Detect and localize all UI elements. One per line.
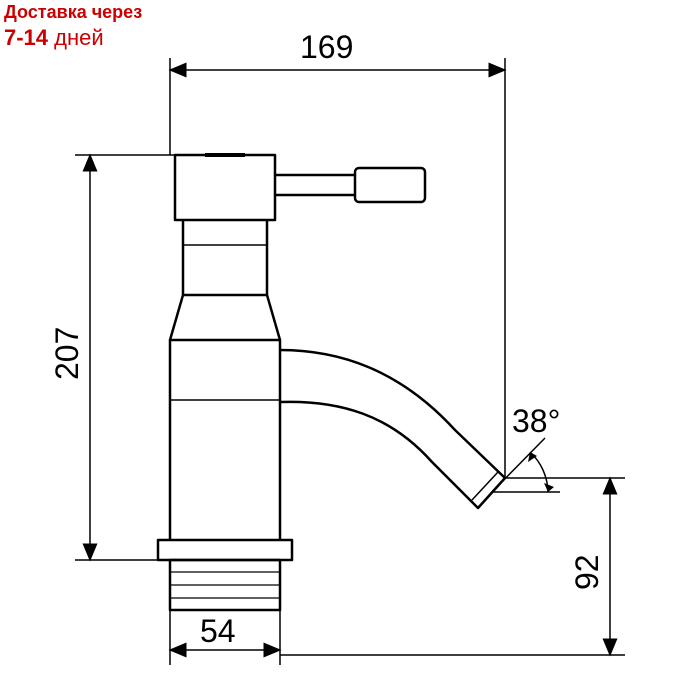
dim-38-label: 38°	[512, 403, 560, 439]
dim-width-169	[170, 58, 505, 478]
faucet-outline	[158, 155, 505, 610]
dim-54-label: 54	[200, 613, 236, 649]
dim-angle-38	[492, 438, 560, 492]
watermark-line2: 7-14 дней	[0, 25, 146, 51]
faucet-diagram: 169 207 54 92 38°	[0, 0, 700, 700]
watermark-line1: Доставка через	[0, 0, 146, 25]
dim-92-label: 92	[569, 554, 605, 590]
dim-height-207	[75, 155, 175, 560]
dim-207-label: 207	[49, 327, 85, 380]
delivery-watermark: Доставка через 7-14 дней	[0, 0, 146, 51]
dim-169-label: 169	[300, 29, 353, 65]
